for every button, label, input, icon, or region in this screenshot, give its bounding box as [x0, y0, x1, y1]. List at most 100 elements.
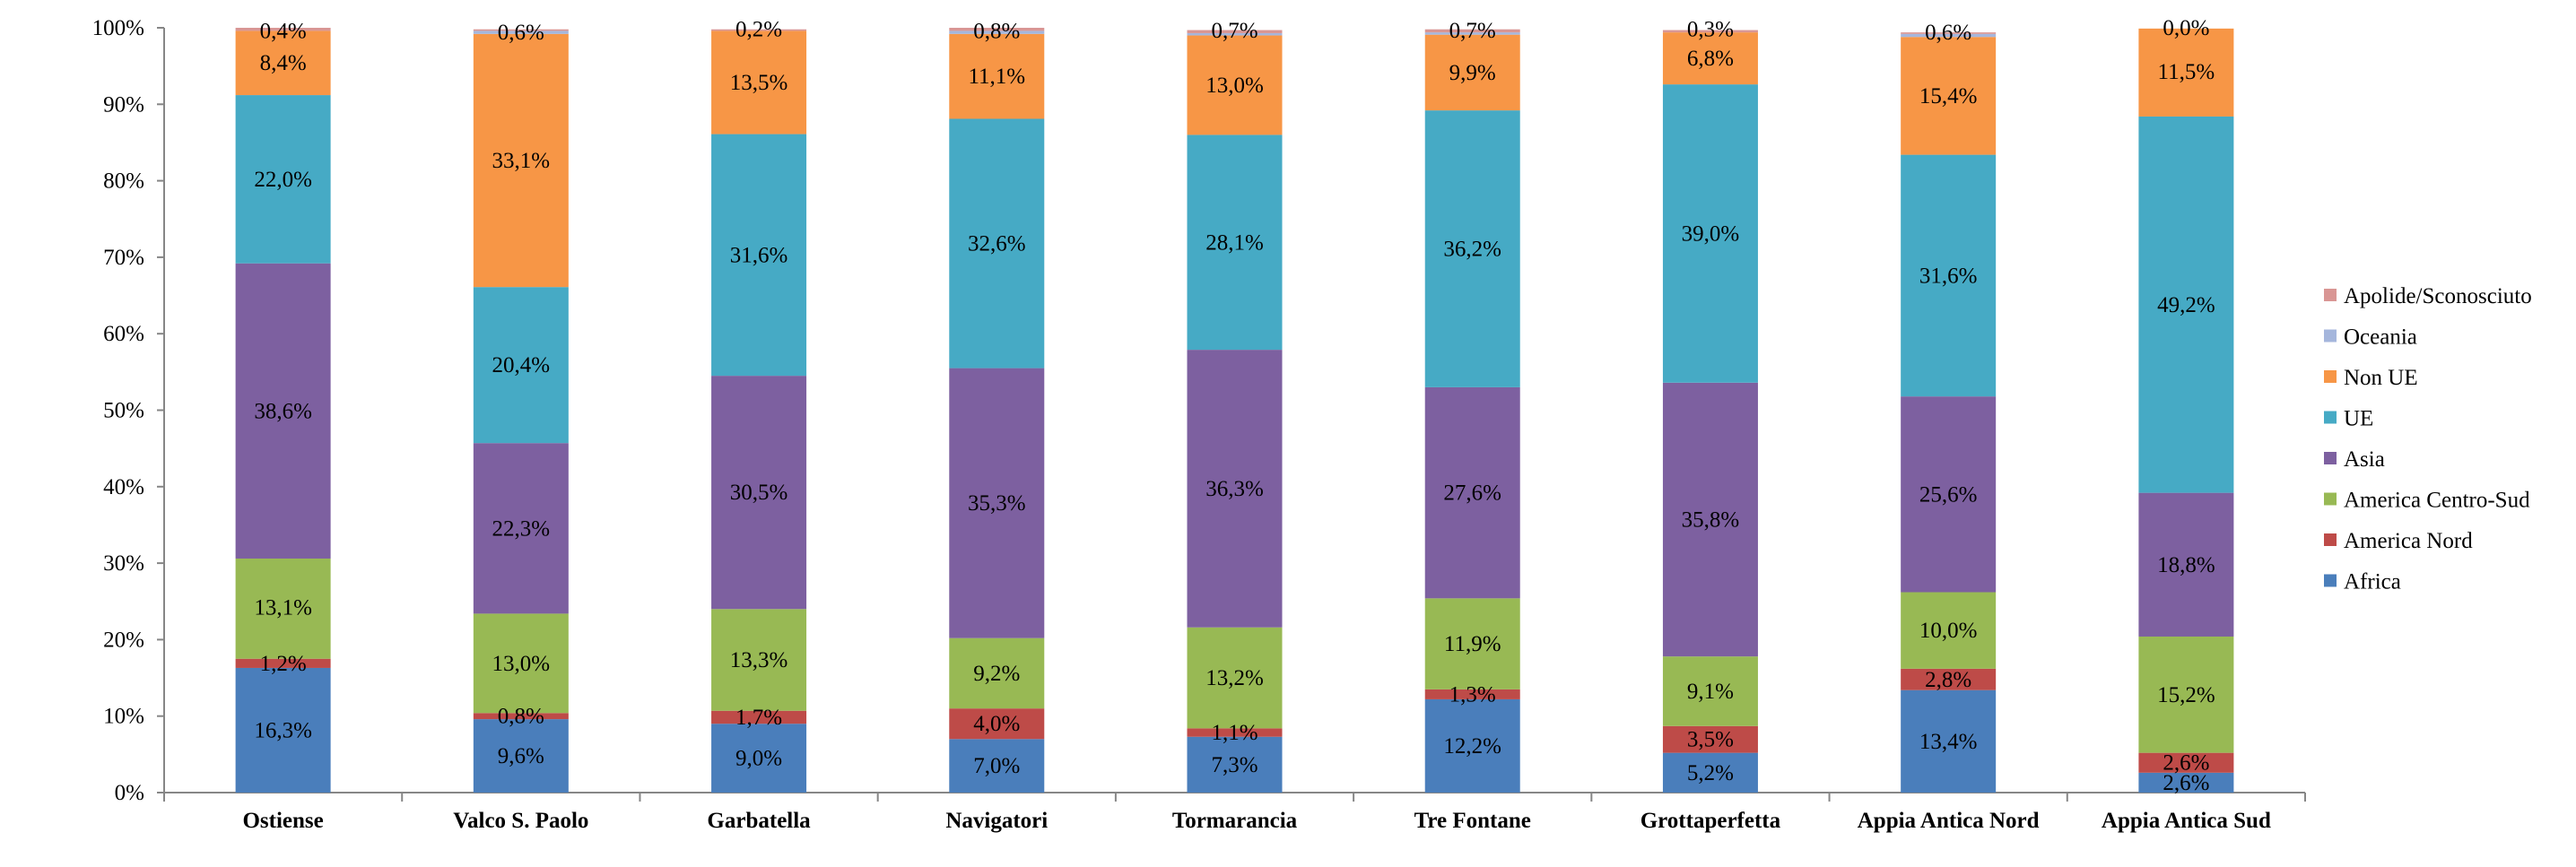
category-label: Tormarancia [1172, 809, 1298, 833]
data-label: 7,0% [973, 754, 1020, 778]
category-label: Navigatori [945, 809, 1048, 833]
data-label: 22,0% [254, 168, 312, 192]
bar-segment [949, 28, 1045, 31]
bar-segment [2138, 752, 2234, 773]
data-label: 11,9% [1444, 632, 1501, 656]
bar-segment [235, 658, 331, 668]
data-label: 9,0% [735, 747, 782, 771]
bar-segment [473, 33, 569, 288]
data-label: 11,5% [2158, 60, 2215, 84]
bar-segment [1187, 32, 1283, 36]
data-label: 2,8% [1925, 668, 1971, 692]
y-tick-label: 60% [103, 322, 144, 346]
legend-label: Oceania [2344, 325, 2417, 350]
bar-segment [1901, 32, 1997, 34]
bar-segment [235, 30, 331, 96]
bar-segment [1901, 668, 1997, 690]
data-label: 32,6% [968, 232, 1026, 256]
data-label: 9,1% [1687, 680, 1734, 704]
bar-segment [2138, 492, 2234, 637]
plot-area: 0% 10% 20% 30% 40% 50% 60% 70% 80% 90% 100% Ostiens… [92, 16, 2306, 833]
bar-segment [1187, 728, 1283, 737]
data-label: 0,0% [2163, 16, 2209, 40]
data-label: 1,3% [1449, 682, 1496, 707]
bar-segment [2138, 636, 2234, 753]
data-label: 38,6% [254, 399, 312, 423]
bar-segment [1424, 32, 1520, 35]
data-label: 16,3% [254, 718, 312, 742]
data-label: 6,8% [1687, 47, 1734, 71]
data-label: 35,8% [1682, 507, 1740, 532]
bar-segment [1662, 84, 1758, 383]
category-label: Valco S. Paolo [453, 809, 588, 833]
data-label: 31,6% [730, 243, 788, 267]
data-label: 0,4% [260, 19, 307, 43]
data-label: 13,1% [254, 596, 312, 620]
y-tick-label: 10% [103, 705, 144, 729]
bar-segment [1662, 725, 1758, 753]
bar-segment [235, 95, 331, 264]
data-label: 0,2% [735, 18, 782, 42]
data-label: 33,1% [492, 149, 551, 173]
bar-segment [2138, 772, 2234, 793]
data-label: 1,2% [260, 652, 307, 676]
data-label: 9,9% [1449, 61, 1496, 85]
data-label: 8,4% [260, 51, 307, 75]
bar-segment [1187, 736, 1283, 793]
data-label: 13,5% [730, 71, 788, 95]
bar-segment [2138, 28, 2234, 117]
bar-segment [2138, 116, 2234, 493]
bar-segment [1187, 30, 1283, 33]
bar-segment [1662, 382, 1758, 657]
bar-segment [949, 368, 1045, 638]
bar-segment [1187, 350, 1283, 628]
legend-label: UE [2344, 407, 2373, 431]
bar-segment [1424, 598, 1520, 689]
bar-segment [711, 29, 807, 31]
data-label: 22,3% [492, 516, 551, 541]
data-label: 13,0% [492, 652, 551, 676]
data-label: 39,0% [1682, 221, 1740, 246]
y-tick-label: 30% [103, 551, 144, 576]
data-label: 9,6% [498, 744, 544, 768]
bar-segment [473, 443, 569, 614]
data-label: 30,5% [730, 481, 788, 505]
legend: Apolide/Sconosciuto Oceania Non UE UE Asia Am… [2324, 284, 2532, 594]
category-label: Grottaperfetta [1640, 809, 1781, 833]
data-label: 20,4% [492, 353, 551, 377]
bar-segment [473, 30, 569, 34]
data-label: 49,2% [2157, 293, 2215, 317]
legend-swatch [2324, 533, 2337, 546]
bar-segment [473, 29, 569, 31]
bar-segment [711, 134, 807, 377]
bar-segment [473, 713, 569, 720]
data-label: 12,2% [1443, 734, 1501, 759]
bar-segment [711, 609, 807, 711]
bar-segment [1901, 37, 1997, 155]
data-label: 25,6% [1919, 482, 1978, 507]
y-tick-label: 100% [92, 16, 144, 40]
bar-segment [1424, 689, 1520, 699]
data-label: 5,2% [1687, 761, 1734, 785]
bar-segment [949, 739, 1045, 793]
data-label: 10,0% [1919, 619, 1978, 643]
data-label: 1,1% [1211, 721, 1258, 745]
data-label: 36,3% [1205, 477, 1264, 501]
bar-segment [1424, 698, 1520, 793]
y-tick-label: 40% [103, 475, 144, 499]
bar-segment [711, 724, 807, 793]
data-label: 2,6% [2163, 771, 2209, 795]
data-label: 31,6% [1919, 264, 1978, 288]
legend-swatch [2324, 289, 2337, 301]
bar-segment [1662, 656, 1758, 726]
data-label: 0,6% [498, 21, 544, 45]
bar-segment [1187, 134, 1283, 351]
bar-segment [1901, 33, 1997, 38]
legend-swatch [2324, 492, 2337, 506]
bar-segment [473, 719, 569, 793]
data-label: 2,6% [2163, 751, 2209, 776]
bar-segment [949, 30, 1045, 34]
bar-segment [949, 118, 1045, 368]
bar-segment [1662, 30, 1758, 33]
